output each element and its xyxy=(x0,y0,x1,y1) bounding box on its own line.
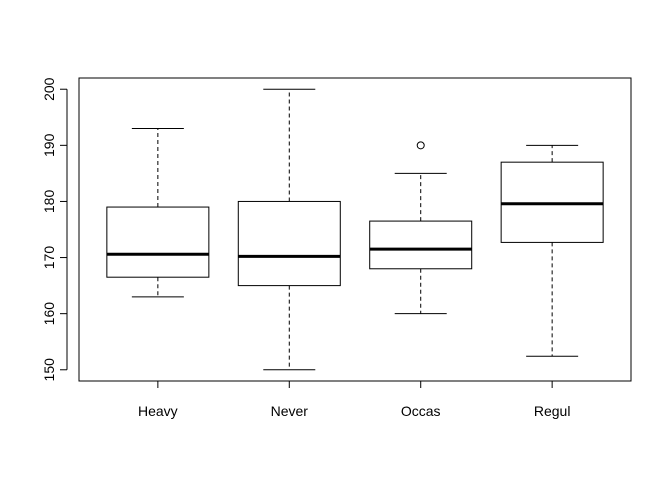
outlier-point xyxy=(416,141,425,150)
iqr-box xyxy=(106,206,210,278)
x-tick-label: Heavy xyxy=(138,403,178,419)
box-heavy xyxy=(106,128,210,298)
box-occas xyxy=(369,141,473,315)
x-tick-label: Regul xyxy=(534,403,571,419)
iqr-box xyxy=(369,220,473,270)
x-tick-label: Never xyxy=(271,403,309,419)
y-tick-label: 190 xyxy=(41,133,57,157)
y-tick-label: 200 xyxy=(41,77,57,101)
x-axis: Heavy Never Occas Regul xyxy=(138,381,570,419)
box-regul xyxy=(500,144,604,357)
y-tick-label: 160 xyxy=(41,302,57,326)
plot-frame xyxy=(78,77,632,382)
x-tick-label: Occas xyxy=(401,403,441,419)
boxes-layer xyxy=(106,88,604,371)
y-tick-label: 170 xyxy=(41,246,57,270)
y-tick-label: 180 xyxy=(41,190,57,214)
box-never xyxy=(237,88,341,371)
iqr-box xyxy=(237,200,341,287)
y-tick-label: 150 xyxy=(41,358,57,382)
y-axis: 150 160 170 180 190 200 xyxy=(41,77,68,382)
